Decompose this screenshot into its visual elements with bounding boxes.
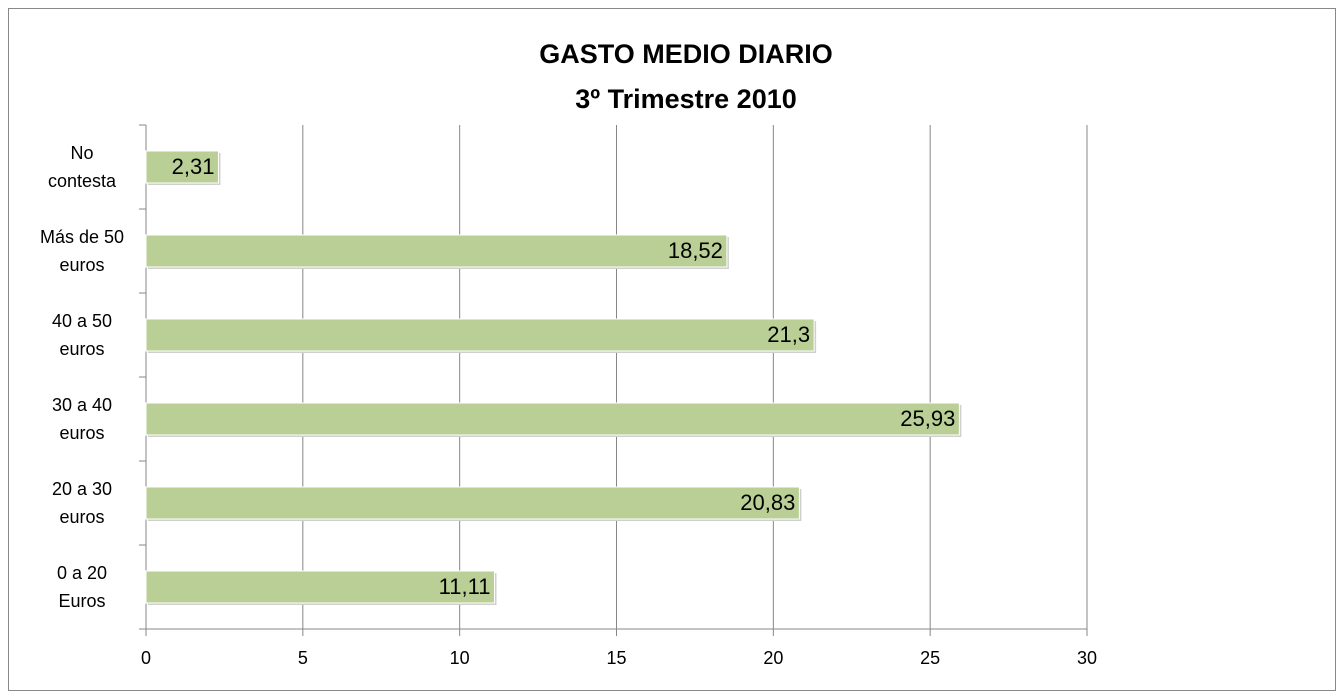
y-tick-label-box: 0 a 20 Euros [56,563,108,611]
x-tick-label: 0 [141,648,151,668]
y-tick-label: 0 a 20 Euros [56,563,108,611]
bar [145,486,800,520]
bar [145,150,219,184]
x-tick-label: 5 [298,648,308,668]
chart-title: GASTO MEDIO DIARIO [539,39,833,69]
bar [145,402,960,436]
x-tick-label: 25 [920,648,940,668]
data-label: 25,93 [900,406,955,431]
bar [145,234,728,268]
y-tick-label: No contesta [47,143,117,191]
x-tick-label: 15 [606,648,626,668]
x-tick-label: 20 [763,648,783,668]
y-tick-label-box: 20 a 30 euros [51,479,113,527]
x-tick-label: 10 [450,648,470,668]
bar [145,570,495,604]
bar [145,318,815,352]
chart-subtitle: 3º Trimestre 2010 [575,84,797,114]
data-label: 2,31 [172,154,215,179]
y-tick-label: Más de 50 euros [39,227,125,275]
data-label: 21,3 [767,322,810,347]
y-tick-label: 30 a 40 euros [51,395,113,443]
data-label: 18,52 [668,238,723,263]
x-tick-label: 30 [1077,648,1097,668]
y-tick-label-box: 40 a 50 euros [51,311,113,359]
y-tick-label-box: 30 a 40 euros [51,395,113,443]
y-tick-label: 40 a 50 euros [51,311,113,359]
y-tick-label-box: No contesta [47,143,117,191]
y-tick-label: 20 a 30 euros [51,479,113,527]
y-tick-label-box: Más de 50 euros [39,227,125,275]
data-label: 20,83 [740,490,795,515]
data-label: 11,11 [439,574,491,599]
